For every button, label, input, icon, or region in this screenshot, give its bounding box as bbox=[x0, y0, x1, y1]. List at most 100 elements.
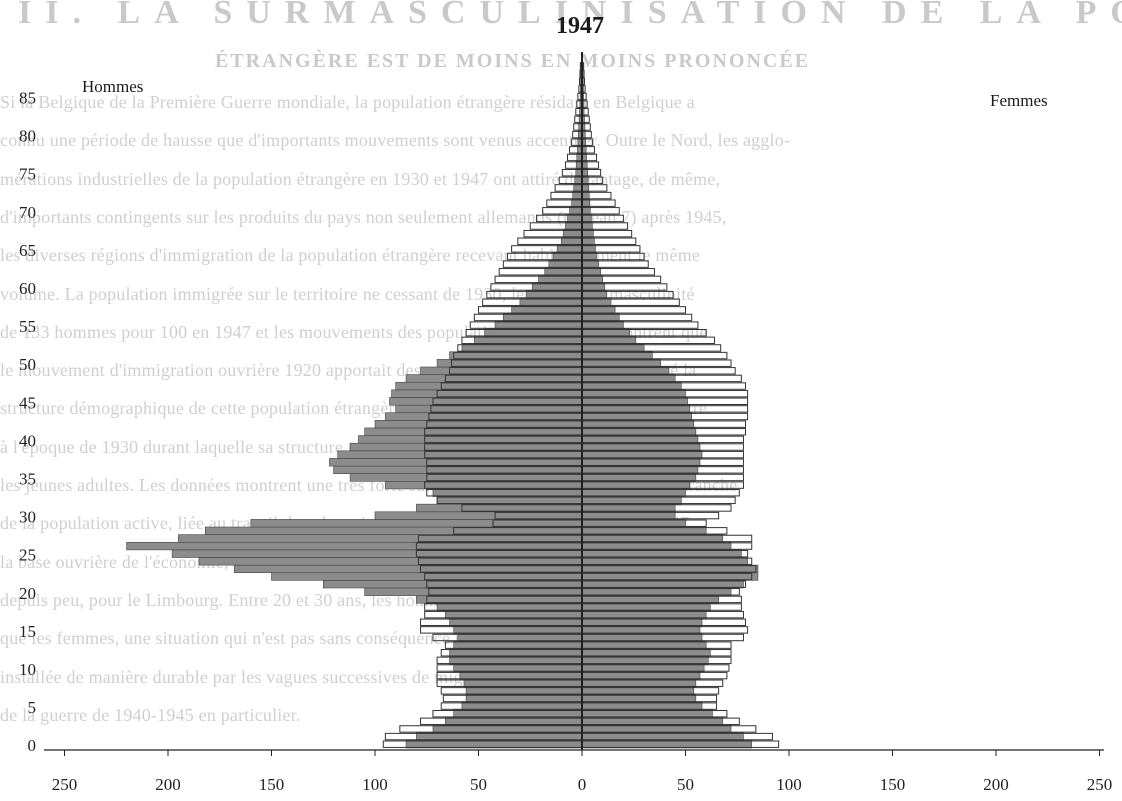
bar-hommes-etrangers bbox=[532, 282, 583, 292]
bar-femmes-etrangeres bbox=[581, 305, 616, 314]
bar-hommes-etrangers bbox=[405, 740, 583, 749]
bar-hommes-etrangers bbox=[449, 656, 583, 665]
bar-hommes-etrangers bbox=[560, 237, 583, 246]
bar-hommes-etrangers bbox=[445, 610, 583, 619]
bar-femmes-etrangeres bbox=[581, 359, 661, 368]
bar-hommes-etrangers bbox=[389, 397, 583, 406]
bar-femmes-etrangeres bbox=[581, 465, 699, 474]
bar-femmes-etrangeres bbox=[581, 427, 697, 436]
bar-femmes-etrangeres bbox=[581, 458, 701, 467]
x-tick-label: 250 bbox=[52, 775, 78, 794]
bar-hommes-etrangers bbox=[463, 679, 583, 688]
bar-femmes-etrangeres bbox=[581, 313, 620, 322]
bar-femmes-etrangeres bbox=[581, 298, 612, 307]
y-tick-label: 15 bbox=[19, 622, 36, 641]
y-tick-label: 80 bbox=[19, 127, 36, 146]
x-tick-label: 200 bbox=[983, 775, 1009, 794]
x-tick-label: 100 bbox=[776, 775, 802, 794]
bar-femmes-etrangeres bbox=[581, 534, 724, 543]
bar-hommes-etrangers bbox=[453, 641, 583, 650]
x-tick-label: 0 bbox=[578, 775, 587, 794]
bar-femmes-etrangeres bbox=[581, 694, 697, 703]
bar-hommes-etrangers bbox=[420, 366, 583, 375]
y-tick-label: 5 bbox=[28, 698, 37, 717]
y-tick-label: 70 bbox=[19, 203, 36, 222]
bar-femmes-etrangeres bbox=[581, 442, 701, 452]
x-tick-label: 250 bbox=[1087, 775, 1113, 794]
bar-femmes-etrangeres bbox=[581, 366, 670, 375]
bar-hommes-etrangers bbox=[349, 473, 583, 482]
bar-hommes-etrangers bbox=[461, 701, 583, 711]
bar-femmes-etrangeres bbox=[581, 328, 630, 337]
bar-femmes-etrangeres bbox=[581, 511, 676, 520]
bar-femmes-etrangeres bbox=[581, 404, 690, 414]
bar-hommes-etrangers bbox=[453, 709, 583, 718]
y-tick-label: 0 bbox=[28, 736, 37, 755]
bar-hommes-etrangers bbox=[385, 480, 583, 490]
bar-femmes-etrangeres bbox=[581, 229, 594, 238]
bar-hommes-etrangers bbox=[349, 442, 583, 452]
bar-femmes-etrangeres bbox=[581, 618, 703, 627]
bar-hommes-etrangers bbox=[571, 199, 583, 208]
bar-hommes-etrangers bbox=[374, 511, 583, 520]
bar-hommes-etrangers bbox=[329, 458, 583, 467]
bar-femmes-etrangeres bbox=[581, 679, 697, 688]
x-tick-label: 50 bbox=[470, 775, 487, 794]
bar-hommes-etrangers bbox=[271, 572, 583, 581]
bar-femmes-etrangeres bbox=[581, 732, 744, 741]
y-tick-label: 60 bbox=[19, 279, 36, 298]
bar-femmes-etrangeres bbox=[581, 625, 701, 635]
bar-femmes-etrangeres bbox=[581, 397, 688, 406]
y-tick-label: 50 bbox=[19, 355, 36, 374]
bar-hommes-etrangers bbox=[198, 557, 583, 566]
bar-hommes-etrangers bbox=[126, 541, 583, 551]
bar-hommes-etrangers bbox=[395, 404, 583, 414]
bar-femmes-etrangeres bbox=[581, 282, 606, 292]
bar-femmes-etrangeres bbox=[581, 717, 724, 726]
bar-femmes-etrangeres bbox=[581, 244, 596, 254]
bar-femmes-etrangeres bbox=[581, 610, 707, 619]
bar-hommes-etrangers bbox=[416, 595, 583, 604]
bar-femmes-etrangeres bbox=[581, 656, 709, 665]
bar-hommes-etrangers bbox=[565, 221, 583, 231]
x-tick-label: 200 bbox=[155, 775, 181, 794]
bar-femmes-etrangeres bbox=[581, 549, 742, 558]
bar-femmes-etrangeres bbox=[581, 709, 713, 718]
bar-hommes-etrangers bbox=[385, 412, 583, 421]
bar-femmes-etrangeres bbox=[581, 602, 711, 612]
bar-femmes-etrangeres bbox=[581, 267, 601, 276]
bar-hommes-etrangers bbox=[563, 229, 583, 238]
bar-femmes-etrangeres bbox=[581, 572, 759, 581]
bar-hommes-etrangers bbox=[436, 602, 583, 612]
bar-hommes-etrangers bbox=[453, 663, 583, 673]
y-tick-label: 75 bbox=[19, 165, 36, 184]
bar-femmes-etrangeres bbox=[581, 541, 732, 551]
bar-hommes-etrangers bbox=[204, 526, 583, 535]
bar-femmes-etrangeres bbox=[581, 740, 753, 749]
bar-femmes-etrangeres bbox=[581, 496, 682, 505]
bar-femmes-etrangeres bbox=[581, 519, 686, 528]
y-tick-label: 40 bbox=[19, 431, 36, 450]
bar-femmes-etrangeres bbox=[581, 275, 604, 284]
bar-hommes-etrangers bbox=[572, 191, 583, 200]
bar-femmes-etrangeres bbox=[581, 526, 707, 535]
bar-femmes-etrangeres bbox=[581, 663, 705, 673]
y-axis: 0 5 10 15 20 25 30 35 40 45 50 55 60 65 70 75 80 85 bbox=[19, 88, 36, 755]
bar-femmes-etrangeres bbox=[581, 206, 591, 215]
bar-femmes-etrangeres bbox=[581, 641, 707, 650]
bar-hommes-etrangers bbox=[538, 275, 583, 284]
chart-title: 1947 bbox=[556, 13, 604, 39]
x-tick-label: 150 bbox=[880, 775, 906, 794]
bar-femmes-etrangeres bbox=[581, 214, 592, 223]
bar-hommes-etrangers bbox=[484, 328, 583, 337]
y-tick-label: 30 bbox=[19, 508, 36, 527]
y-tick-label: 20 bbox=[19, 584, 36, 603]
bar-hommes-etrangers bbox=[449, 648, 583, 657]
bar-femmes-etrangeres bbox=[581, 671, 701, 680]
bar-hommes-etrangers bbox=[322, 580, 583, 589]
bar-hommes-etrangers bbox=[364, 587, 583, 596]
bar-femmes-etrangeres bbox=[581, 420, 695, 429]
y-tick-label: 55 bbox=[19, 317, 36, 336]
